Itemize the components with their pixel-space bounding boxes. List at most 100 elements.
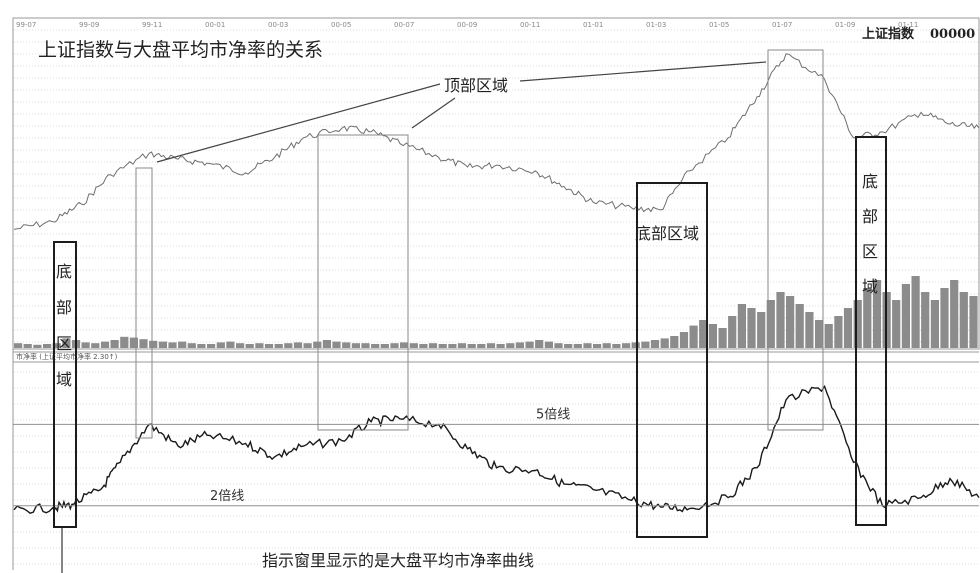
volume-bar (33, 344, 42, 348)
five-times-label: 5倍线 (536, 407, 570, 422)
svg-text:部: 部 (862, 207, 878, 226)
volume-bar (699, 320, 708, 348)
volume-bar (216, 342, 225, 348)
volume-bar (940, 288, 949, 348)
volume-bar (515, 342, 524, 348)
indicator-header: 市净率 (上证平均市净率 2.30↑) (16, 352, 118, 361)
volume-bar (757, 312, 766, 348)
volume-bar (506, 343, 515, 348)
date-tick-label: 99-11 (142, 21, 162, 29)
volume-bar (120, 336, 129, 348)
volume-bar (313, 341, 322, 348)
volume-bar (872, 280, 882, 348)
volume-bar (419, 344, 428, 348)
date-tick-label: 99-09 (79, 21, 99, 29)
svg-text:区: 区 (56, 334, 72, 353)
volume-bar (178, 341, 187, 348)
volume-bar (293, 342, 303, 348)
volume-bar (622, 343, 631, 348)
date-tick-label: 01-11 (898, 21, 918, 29)
volume-bar (911, 276, 920, 348)
volume-bar (612, 344, 621, 348)
volume-bar (583, 343, 592, 348)
volume-bar (245, 344, 254, 348)
volume-bar (708, 324, 717, 348)
price-panel-border (12, 17, 980, 350)
volume-bar (689, 325, 698, 348)
volume-bar (91, 343, 100, 348)
volume-bar (930, 300, 939, 348)
volume-bar (43, 344, 52, 348)
volume-bar (428, 343, 438, 348)
volume-bar (158, 341, 167, 348)
volume-bar (197, 344, 206, 348)
svg-text:域: 域 (862, 277, 878, 296)
volume-bar (168, 342, 177, 348)
volume-bar (892, 300, 901, 348)
volume-bar (284, 343, 293, 348)
volume-bar (149, 340, 158, 348)
volume-bar (959, 292, 968, 348)
svg-text:域: 域 (56, 370, 72, 389)
callout-line-2 (411, 97, 456, 129)
volume-bar (467, 344, 476, 348)
volume-bar (264, 344, 274, 348)
volume-bar (670, 336, 679, 348)
volume-bar (187, 343, 196, 348)
date-tick-label: 01-01 (583, 21, 603, 29)
top-region-box-1 (135, 167, 153, 439)
volume-bar (853, 300, 862, 348)
volume-bar (226, 341, 235, 348)
volume-bar (564, 344, 573, 348)
volume-bar (457, 343, 467, 348)
volume-bar (351, 343, 360, 348)
volume-bar (409, 343, 418, 348)
volume-bar (602, 343, 611, 348)
svg-text:底: 底 (56, 262, 72, 281)
volume-bar (679, 332, 689, 348)
volume-bar (641, 341, 650, 348)
date-tick-label: 01-05 (709, 21, 729, 29)
bottom-region-box-middle (636, 182, 708, 538)
volume-bar (824, 324, 833, 348)
top-region-callout: 顶部区域 (444, 76, 508, 95)
bottom-region-box-left (53, 241, 77, 528)
date-tick-label: 00-09 (457, 21, 477, 29)
gridlines (14, 29, 979, 565)
volume-bar (660, 338, 669, 348)
date-tick-label: 99-07 (16, 21, 36, 29)
volume-bar (52, 343, 61, 348)
volume-bar (863, 288, 872, 348)
volume-bar (438, 344, 447, 348)
volume-bar (477, 344, 486, 348)
volume-bar (525, 341, 534, 348)
volume-bar (969, 296, 978, 348)
volume-bar (322, 340, 331, 348)
date-tick-label: 01-07 (772, 21, 792, 29)
volume-bar (573, 344, 582, 348)
volume-bar (390, 343, 399, 348)
volume-bar (786, 296, 795, 348)
date-tick-label: 00-05 (331, 21, 351, 29)
volume-bar (718, 328, 727, 348)
volume-bar (815, 320, 824, 348)
volume-bar (795, 304, 804, 348)
volume-bar (650, 340, 660, 348)
volume-bar (361, 343, 370, 348)
volume-bar (380, 344, 389, 348)
two-times-label: 2倍线 (210, 489, 244, 504)
callout-line-3 (519, 61, 767, 82)
svg-text:部: 部 (56, 298, 72, 317)
volume-bar (23, 344, 32, 348)
volume-bar (805, 312, 814, 348)
volume-bar (901, 284, 910, 348)
volume-bar (921, 292, 930, 348)
volume-bar (448, 344, 457, 348)
volume-bar (766, 300, 775, 348)
date-tick-label: 01-09 (835, 21, 855, 29)
volume-bar (14, 343, 23, 348)
volume-bar (303, 343, 312, 348)
volume-bar (544, 341, 553, 348)
index-code: 00000 (930, 27, 975, 42)
